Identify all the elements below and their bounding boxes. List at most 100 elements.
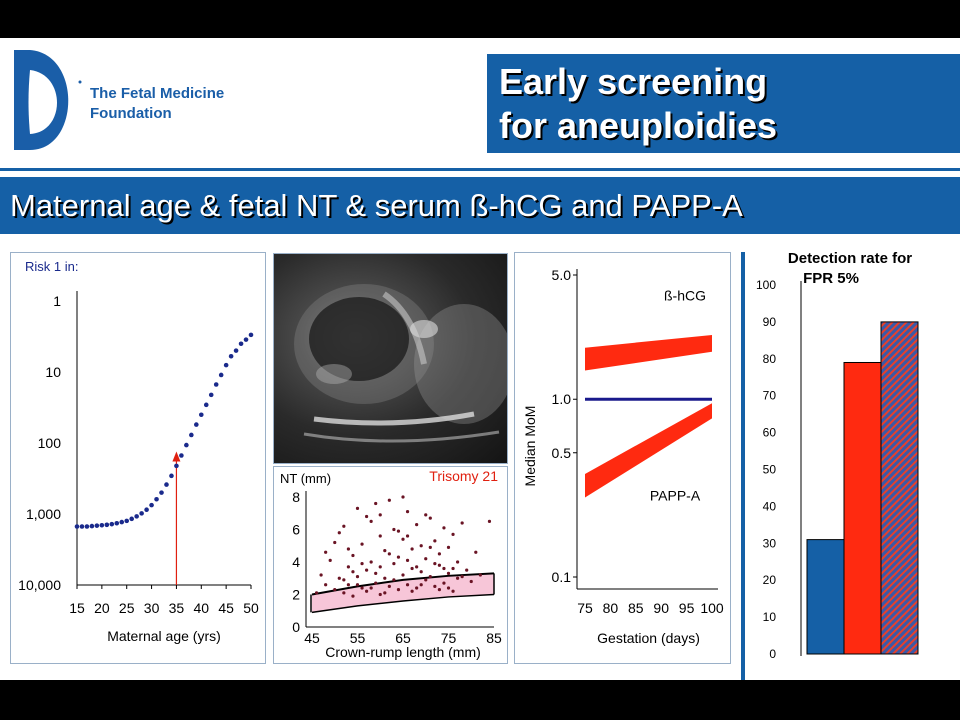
nt-point: [383, 549, 387, 553]
y-tick-label: 5.0: [552, 267, 572, 283]
x-tick-label: 90: [653, 600, 669, 616]
risk-point: [169, 473, 174, 479]
nt-point: [487, 519, 492, 523]
detection-bar: [880, 321, 919, 655]
ultrasound-image: [273, 253, 508, 464]
nt-point: [456, 576, 460, 580]
y-tick-label: 1: [53, 293, 61, 309]
x-tick-label: 40: [193, 600, 209, 616]
nt-scatter-chart: NT (mm) Trisomy 21 0 2 4 6 8 45 55 65 75 85 Crown-ru…: [280, 468, 502, 660]
nt-point: [374, 501, 378, 506]
y-tick-label: 80: [763, 352, 777, 366]
x-tick-label: 50: [243, 600, 259, 616]
nt-point: [396, 529, 401, 533]
y-tick-label: 60: [763, 426, 777, 440]
nt-point: [351, 570, 355, 574]
y-tick-label: 50: [763, 463, 777, 477]
nt-point: [442, 526, 446, 530]
chart-title: Trisomy 21: [429, 468, 498, 484]
y-tick-label: 8: [292, 489, 300, 505]
nt-point: [401, 495, 405, 499]
nt-point: [383, 576, 387, 580]
y-tick-label: 30: [763, 536, 777, 550]
x-tick-label: 45: [218, 600, 234, 616]
nt-point: [378, 592, 382, 597]
nt-point: [424, 578, 428, 582]
nt-point: [469, 579, 473, 584]
title-box: Early screening for aneuploidies: [487, 54, 960, 153]
nt-point: [360, 586, 364, 590]
y-tick-label: 10: [45, 364, 61, 380]
nt-point: [378, 534, 382, 538]
risk-point: [84, 524, 90, 529]
nt-point: [401, 537, 405, 541]
nt-point: [346, 565, 350, 569]
title-line-1: Early screening: [499, 61, 768, 102]
nt-point: [333, 588, 337, 592]
y-tick-label: 20: [763, 573, 777, 587]
nt-point: [437, 563, 441, 567]
nt-point: [428, 575, 432, 579]
nt-point: [437, 552, 441, 556]
nt-point: [324, 583, 328, 587]
y-tick-label: 0.1: [552, 569, 572, 585]
ultrasound-scan-icon: [294, 284, 507, 443]
nt-point: [433, 562, 437, 566]
nt-point: [419, 583, 423, 587]
y-tick-label: 1.0: [552, 391, 572, 407]
nt-point: [451, 532, 455, 536]
nt-point: [346, 547, 350, 551]
series-label: ß-hCG: [664, 287, 706, 303]
nt-point: [460, 521, 464, 525]
nt-point: [324, 550, 328, 554]
risk-point: [129, 516, 134, 522]
nt-point: [383, 591, 387, 595]
logo-text: The Fetal Medicine Foundation: [90, 84, 224, 124]
nt-point: [360, 542, 364, 546]
risk-point: [218, 372, 224, 378]
series-label: PAPP-A: [650, 487, 701, 503]
x-axis-title: Maternal age (yrs): [107, 628, 221, 644]
nt-point: [446, 571, 451, 575]
risk-point: [233, 348, 239, 353]
x-tick-label: 95: [679, 600, 695, 616]
risk-point: [179, 453, 184, 458]
title-line-2: for aneuploidies: [499, 105, 778, 146]
nt-point: [410, 547, 414, 551]
vertical-divider: [741, 252, 745, 680]
detection-bar: [843, 361, 882, 655]
y-tick-label: 0: [769, 647, 776, 661]
nt-point: [433, 584, 437, 588]
nt-point: [478, 573, 482, 577]
y-tick-label: 40: [763, 499, 777, 513]
nt-point: [437, 588, 441, 592]
mom-chart-panel: 5.0 1.0 0.5 0.1 75 80 85 90 95 100 Gestation (days…: [514, 252, 731, 664]
nt-point: [337, 576, 341, 580]
nt-point: [333, 540, 337, 545]
risk-point: [154, 496, 159, 502]
nt-point: [337, 531, 341, 535]
x-tick-label: 55: [350, 630, 366, 646]
risk-point: [124, 518, 130, 524]
x-tick-label: 75: [577, 600, 593, 616]
x-tick-label: 65: [395, 630, 411, 646]
nt-point: [428, 516, 432, 520]
nt-point: [446, 586, 451, 590]
nt-point: [451, 589, 455, 593]
slide: The Fetal Medicine Foundation Early scre…: [0, 38, 960, 680]
risk-point: [243, 337, 249, 342]
nt-point: [396, 588, 401, 592]
nt-point: [405, 558, 410, 562]
y-tick-label: 0: [292, 619, 300, 635]
risk-point: [94, 523, 100, 528]
nt-point: [442, 581, 446, 585]
nt-point: [415, 565, 419, 569]
nt-point: [433, 539, 437, 543]
risk-point: [213, 382, 219, 387]
nt-point: [355, 506, 360, 510]
x-axis-title: Crown-rump length (mm): [325, 644, 481, 660]
nt-point: [401, 573, 405, 577]
nt-point: [396, 555, 401, 559]
age-risk-chart-panel: Risk 1 in: 1 10 100 1,000 10,000 15 20 25 30 35 40 4…: [10, 252, 266, 664]
